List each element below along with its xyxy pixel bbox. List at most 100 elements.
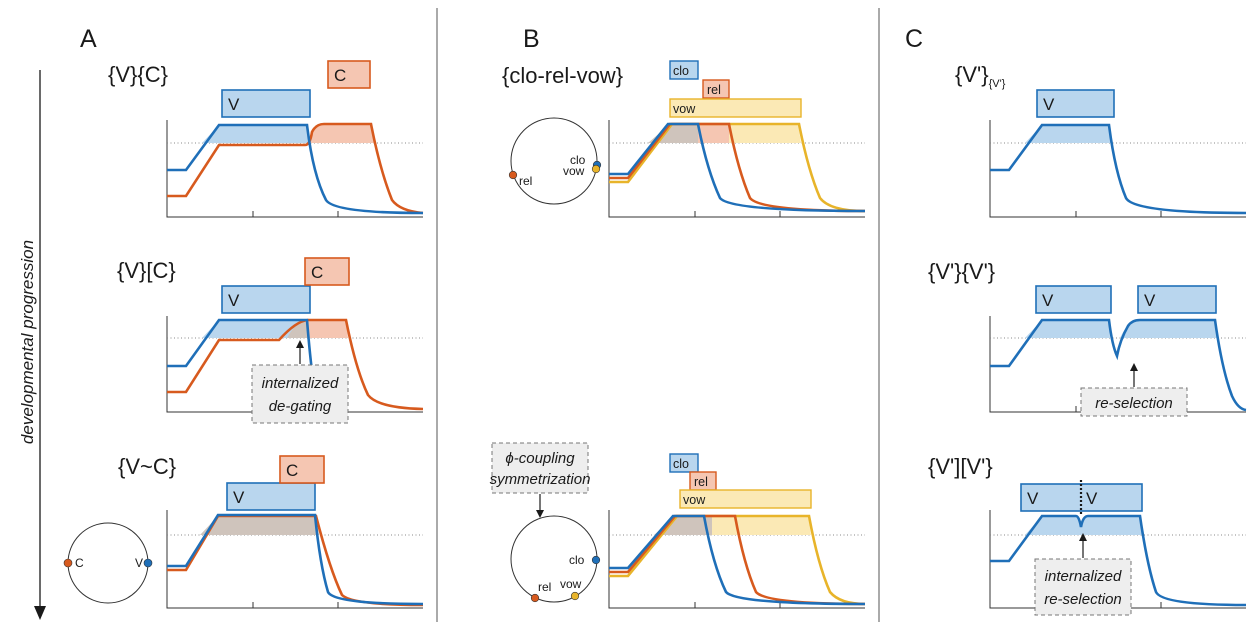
phase-dot-vow: [591, 164, 601, 174]
selection-box-v: V: [226, 482, 316, 511]
selection-box-v-1: V: [1035, 285, 1112, 314]
annotation-text-line-1: internalized: [262, 375, 339, 392]
developmental-axis: developmental progression: [18, 70, 46, 620]
box-label: clo: [673, 64, 689, 78]
developmental-axis-label: developmental progression: [18, 240, 37, 444]
box-label: V: [1043, 95, 1055, 114]
activation-curve-vow: [609, 122, 866, 213]
x-tick: [252, 602, 339, 608]
annotation-arrow-head: [1079, 533, 1087, 541]
selection-box-c: C: [279, 455, 325, 484]
box-rect: [669, 60, 699, 80]
box-label: vow: [673, 102, 696, 116]
box-label: V: [233, 488, 245, 507]
phase-label-clo: clo: [569, 553, 585, 567]
phase-dot-rel: [508, 170, 518, 180]
box-label: V: [1144, 291, 1156, 310]
annotation-text: re-selection: [1095, 395, 1173, 412]
box-label-1: V: [1027, 489, 1039, 508]
activation-curve-v: [990, 514, 1247, 607]
shaded-region-c: [309, 124, 374, 143]
annotation-text-line-1: internalized: [1045, 568, 1122, 585]
phase-dot-c: [63, 558, 73, 568]
box-rect: [669, 98, 802, 118]
annotation-text-line-2: de-gating: [269, 398, 332, 415]
phase-label-rel: rel: [538, 580, 551, 594]
annotation-internalized-de-gating: internalized de-gating: [251, 340, 349, 424]
shaded-region-v: [1025, 125, 1112, 143]
panel-a-row-1: {V}{C} V C: [108, 60, 424, 218]
condition-label: {V'}{V'}: [955, 62, 1006, 90]
box-label: clo: [673, 457, 689, 471]
box-rect: [327, 60, 371, 89]
selection-box-v: V: [221, 89, 311, 118]
shaded-region-v-2: [1120, 320, 1217, 338]
annotation-internalized-re-selection: internalized re-selection: [1034, 533, 1132, 616]
shaded-region-rel: [698, 124, 732, 143]
phase-label-rel: rel: [519, 174, 532, 188]
panel-letter-c: C: [905, 25, 923, 53]
shaded-region-v: [202, 320, 310, 338]
condition-label: {V'][V'}: [928, 454, 993, 479]
box-rect: [221, 285, 311, 314]
selection-box-clo: clo: [669, 453, 699, 473]
shaded-region-overlap: [287, 320, 308, 338]
panel-a-row-3: {V~C} V C C V: [63, 454, 424, 609]
condition-label-b: {clo-rel-vow}: [502, 63, 623, 88]
annotation-box: [1080, 387, 1188, 417]
panel-c-row-1: {V'}{V'} V: [955, 62, 1247, 218]
annotation-arrow-head: [1130, 363, 1138, 371]
shaded-region-vow: [712, 516, 811, 535]
panel-c-row-3: {V'][V'} V V internalized re-selection: [928, 454, 1247, 616]
x-tick: [694, 211, 781, 217]
developmental-arrow-head: [34, 606, 46, 620]
box-rect: [702, 79, 730, 99]
selection-box-vow: vow: [669, 98, 802, 118]
selection-box-c: C: [304, 257, 350, 286]
activation-curve-v: [990, 318, 1247, 412]
box-rect: [1035, 285, 1112, 314]
box-rect: [226, 482, 316, 511]
selection-box-clo: clo: [669, 60, 699, 80]
phase-dot-v: [143, 558, 153, 568]
panel-c-row-2: {V'}{V'} V V re-selection: [928, 259, 1247, 417]
box-rect: [1036, 89, 1115, 118]
box-label: V: [228, 95, 240, 114]
selection-box-rel: rel: [689, 471, 717, 491]
box-label: V: [1042, 291, 1054, 310]
annotation-box: [251, 364, 349, 424]
phase-dot-vow: [570, 591, 580, 601]
phase-label-c: C: [75, 556, 84, 570]
box-rect: [679, 489, 812, 509]
selection-box-v: V: [221, 285, 311, 314]
plot-axes: [989, 120, 1246, 218]
box-label: rel: [707, 83, 721, 97]
activation-curve-clo: [609, 514, 866, 606]
box-label-2: V: [1086, 489, 1098, 508]
selection-box-rel: rel: [702, 79, 730, 99]
condition-label-subscript: {V'}: [989, 78, 1006, 90]
shaded-region-v: [202, 125, 310, 143]
shaded-region-v: [1025, 516, 1142, 535]
shaded-region-v-1: [1025, 320, 1110, 338]
condition-label: {V~C}: [118, 454, 176, 479]
selection-box-c: C: [327, 60, 371, 89]
selection-box-v-2: V: [1137, 285, 1217, 314]
panel-letter-a: A: [80, 25, 97, 53]
box-rect: [669, 453, 699, 473]
panel-b-row-2: clo rel vow ϕ-coupling symmetrization cl…: [490, 442, 866, 609]
box-label: C: [286, 461, 298, 480]
phase-circle: C V: [63, 522, 153, 604]
condition-label: {V'}{V'}: [928, 259, 995, 284]
activation-curve-rel: [609, 514, 866, 606]
condition-label: {V}{C}: [108, 62, 168, 87]
phase-dot-clo: [591, 555, 601, 565]
box-rect: [1137, 285, 1217, 314]
box-label: V: [228, 291, 240, 310]
activation-curve-v: [990, 123, 1247, 215]
activation-curve-vow: [609, 514, 866, 606]
selection-box-v: V: [1036, 89, 1115, 118]
shaded-region-vow: [729, 124, 801, 143]
shaded-region-overlap: [654, 516, 715, 535]
